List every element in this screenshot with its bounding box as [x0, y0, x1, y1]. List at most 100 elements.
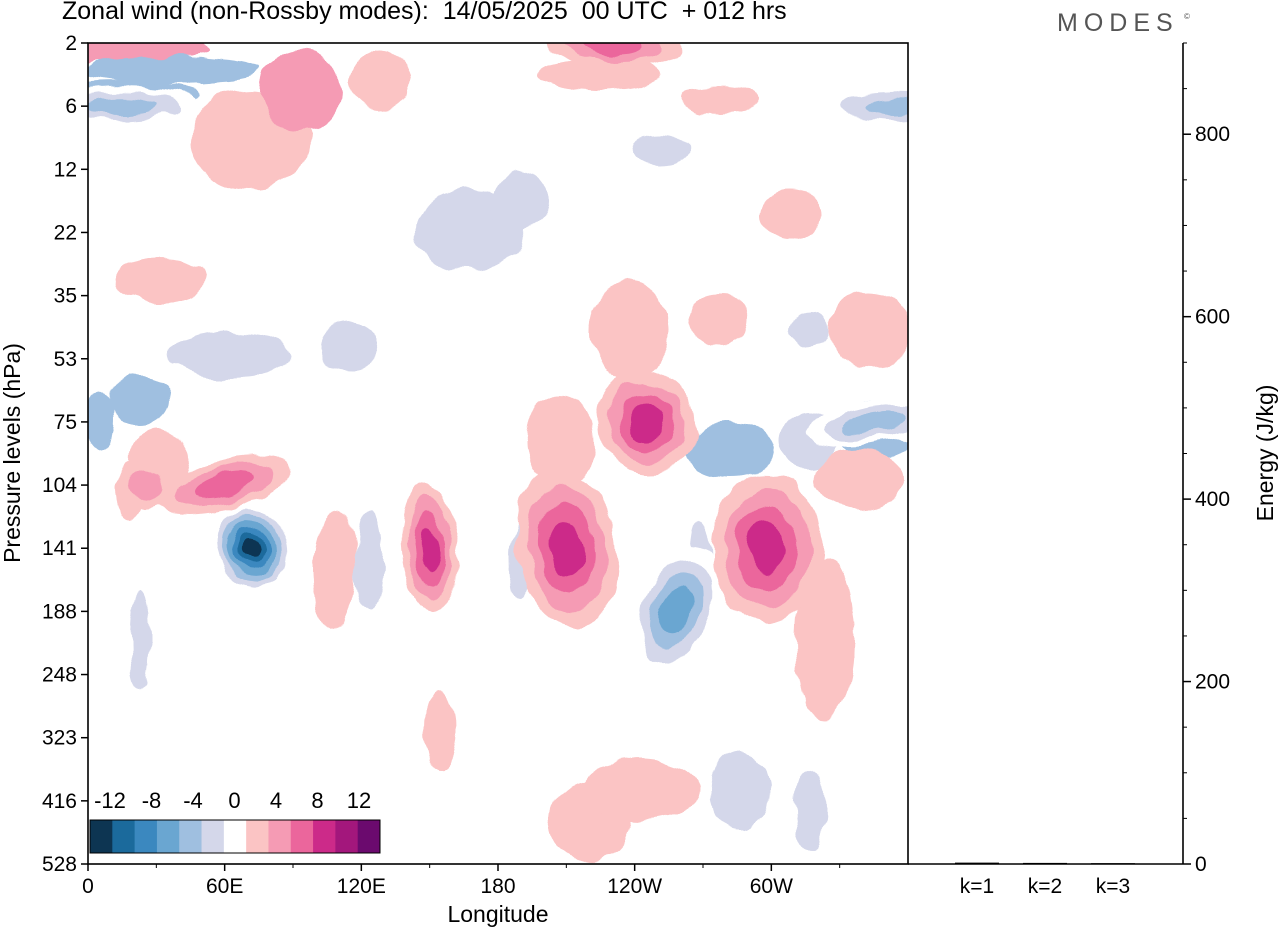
colorbar-swatch	[156, 820, 180, 853]
x-axis: 0 60E 120E 180 120W 60W Longitude	[82, 864, 841, 927]
colorbar-frame	[89, 819, 381, 854]
energy-tick-label: 600	[1195, 306, 1230, 329]
background-anomaly	[760, 190, 820, 240]
colorbar-swatch	[268, 820, 292, 853]
contour-level	[863, 97, 908, 116]
background-anomaly	[630, 135, 690, 165]
y-tick-label: 35	[54, 285, 77, 308]
y-tick-label: 141	[42, 537, 77, 560]
background-anomaly	[830, 290, 908, 370]
background-anomaly	[260, 50, 340, 130]
copyright-mark: ©	[1184, 12, 1190, 21]
contour-feature	[597, 370, 696, 473]
x-axis-label: Longitude	[447, 901, 548, 927]
energy-bar-panel: k=1 k=2 k=3 0 200 400 600 800 Energy (J/kg)	[908, 42, 1278, 898]
colorbar-label: -4	[183, 788, 203, 813]
contour-feature	[629, 544, 722, 679]
background-anomaly	[130, 590, 150, 690]
colorbar-swatch	[357, 820, 381, 853]
background-anomaly	[525, 395, 595, 485]
y-tick-label: 188	[42, 600, 77, 623]
contour-feature	[114, 460, 175, 511]
background-anomaly	[790, 312, 830, 348]
background-anomaly	[815, 450, 905, 510]
colorbar-swatch	[246, 820, 269, 853]
colorbar-label: -8	[142, 788, 162, 813]
colorbar-swatch	[90, 820, 113, 853]
bar-category-label: k=1	[960, 875, 994, 898]
heatmap-panel: -12 -8 -4 0 4 8 12 0 60E 120E 180 120W 60W Longitude…	[0, 32, 909, 927]
y-tick-label: 12	[54, 158, 77, 181]
x-tick-label: 60W	[750, 875, 793, 898]
background-anomaly	[88, 56, 260, 84]
background-anomaly	[424, 690, 456, 770]
background-anomaly	[170, 331, 290, 379]
y-tick-label: 416	[42, 790, 77, 813]
background-anomaly	[710, 750, 770, 830]
bar-category-label: k=2	[1028, 875, 1062, 898]
y-axis: 2 6 12 22 35 53 75 104 141 188 248 323 416 528 Pressur…	[0, 32, 88, 876]
y-axis-label: Pressure levels (hPa)	[0, 343, 25, 563]
x-tick-label: 0	[82, 875, 94, 898]
contour-level	[659, 587, 692, 635]
contour-level	[629, 404, 664, 440]
contour-feature	[804, 397, 908, 447]
colorbar-swatch	[313, 820, 336, 853]
colorbar: -12 -8 -4 0 4 8 12	[89, 788, 381, 854]
background-anomaly	[110, 375, 170, 425]
contour-level	[548, 520, 585, 576]
y-tick-label: 323	[42, 727, 77, 750]
energy-tick-label: 800	[1195, 123, 1230, 146]
background-anomaly	[320, 320, 380, 370]
y-tick-label: 2	[65, 32, 77, 55]
colorbar-label: 4	[270, 788, 282, 813]
background-anomaly	[115, 258, 205, 302]
bar-category-label: k=3	[1096, 875, 1130, 898]
contour-level	[243, 538, 261, 558]
energy-axis: 0 200 400 600 800 Energy (J/kg)	[1183, 42, 1278, 876]
energy-tick-label: 400	[1195, 488, 1230, 511]
background-anomaly	[685, 422, 775, 478]
colorbar-swatch	[134, 820, 158, 853]
colorbar-label: 0	[228, 788, 240, 813]
y-tick-label: 6	[65, 95, 77, 118]
chart-title: Zonal wind (non-Rossby modes): 14/05/202…	[62, 0, 787, 25]
background-anomaly	[795, 560, 855, 720]
background-anomaly	[350, 50, 410, 110]
background-anomaly	[680, 86, 760, 114]
background-anomaly	[795, 770, 825, 850]
energy-bar	[1091, 863, 1135, 865]
colorbar-label: 8	[311, 788, 323, 813]
energy-tick-label: 0	[1195, 853, 1207, 876]
contour-level	[194, 472, 255, 499]
colorbar-label: -12	[94, 788, 126, 813]
colorbar-swatch	[112, 820, 136, 853]
y-tick-label: 104	[42, 474, 77, 497]
colorbar-swatch	[335, 820, 359, 853]
y-tick-label: 53	[54, 348, 77, 371]
energy-tick-label: 200	[1195, 671, 1230, 694]
contour-feature	[515, 468, 618, 628]
energy-bar	[955, 862, 999, 865]
y-tick-label: 528	[42, 853, 77, 876]
x-tick-label: 120W	[607, 875, 662, 898]
contour-level	[419, 525, 440, 571]
contour-level	[126, 469, 164, 501]
x-tick-label: 120E	[337, 875, 386, 898]
x-tick-label: 60E	[206, 875, 243, 898]
background-anomaly	[580, 760, 700, 820]
contour-feature	[210, 504, 294, 593]
background-anomaly	[88, 390, 114, 450]
y-tick-label: 248	[42, 664, 77, 687]
modes-logo: MODES	[1057, 9, 1179, 37]
contour-level	[843, 410, 905, 433]
contour-feature	[88, 86, 203, 127]
contour-feature	[821, 86, 908, 127]
contour-feature	[711, 473, 822, 624]
background-anomaly	[313, 510, 357, 630]
x-tick-label: 180	[480, 875, 515, 898]
energy-bar	[1023, 862, 1067, 865]
y-tick-label: 22	[54, 221, 77, 244]
background-anomaly	[356, 510, 384, 610]
